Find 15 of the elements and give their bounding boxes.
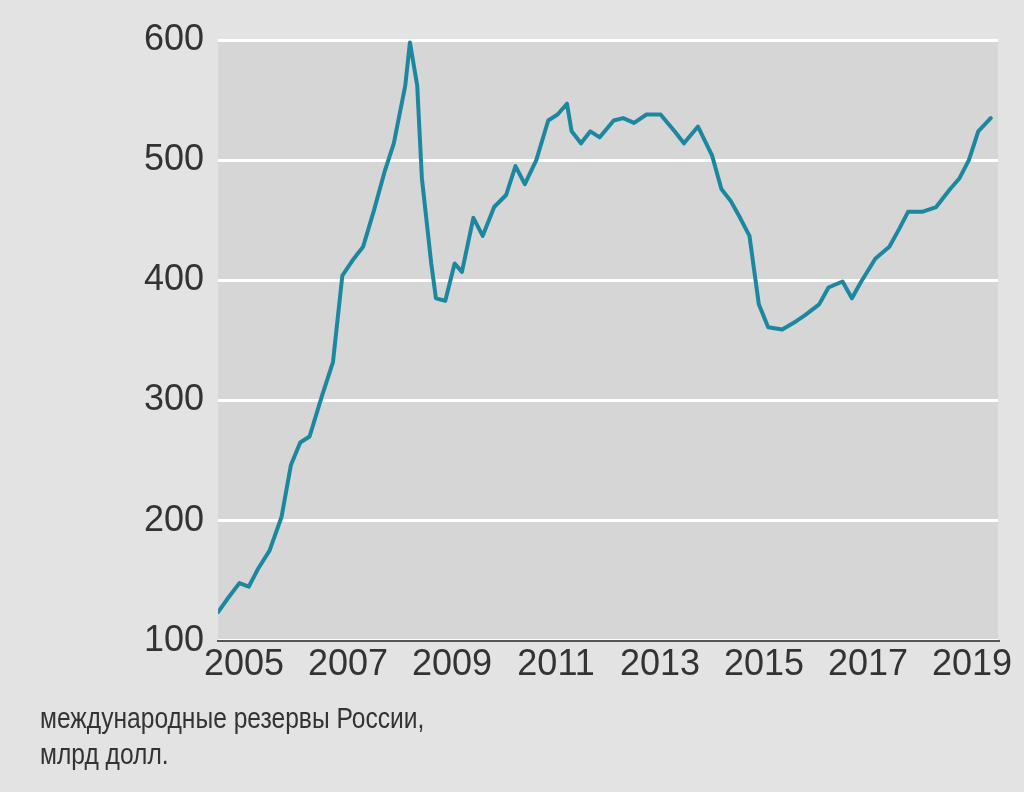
y-tick-label: 200 <box>143 497 205 539</box>
x-tick-label: 2015 <box>723 642 805 684</box>
y-tick-label: 600 <box>143 16 205 58</box>
x-tick-label: 2007 <box>308 642 389 684</box>
x-tick-label: 2005 <box>204 642 285 684</box>
x-tick-label: 2013 <box>619 642 701 684</box>
x-tick-label: 2011 <box>517 642 595 684</box>
y-tick-label: 300 <box>143 377 205 419</box>
y-tick-label: 500 <box>143 137 205 179</box>
x-tick-label: 2017 <box>827 642 909 684</box>
y-tick-label: 400 <box>143 257 205 299</box>
x-tick-label: 2019 <box>931 642 1013 684</box>
y-tick-label: 100 <box>143 617 205 659</box>
text: международные резервы России, млрд долл. <box>40 700 426 772</box>
x-tick-label: 2009 <box>412 642 493 684</box>
